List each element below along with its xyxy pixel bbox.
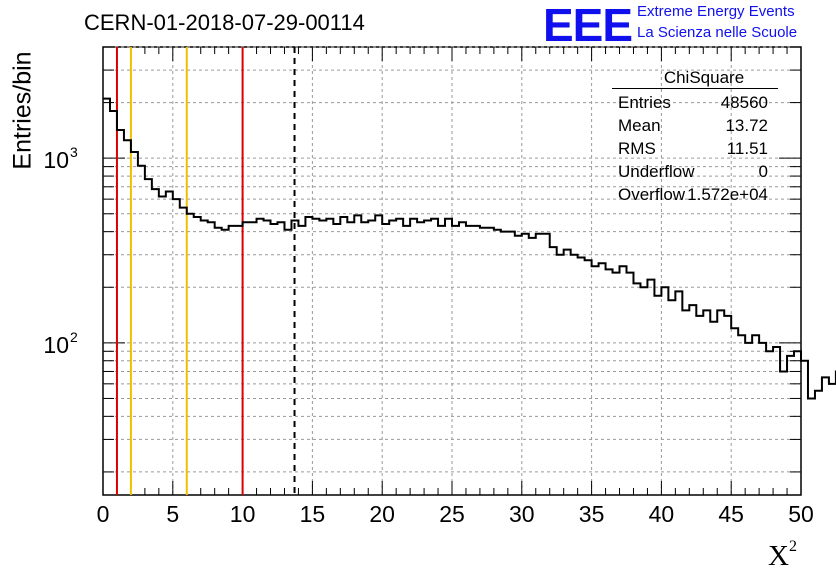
stats-box: ChiSquare Entries 48560 Mean 13.72 RMS 11.5… xyxy=(610,68,780,206)
axis-ticks xyxy=(102,46,802,495)
stats-value: 0 xyxy=(758,162,768,181)
stats-value: 1.572e+04 xyxy=(687,185,768,204)
histogram xyxy=(103,97,836,400)
y-tick-label: 10 xyxy=(43,332,69,358)
stats-key: Underflow xyxy=(618,162,695,181)
x-axis-label-exponent: 2 xyxy=(788,538,797,555)
stats-key: Mean xyxy=(618,116,661,135)
y-axis-label: Entries/bin xyxy=(8,51,37,170)
x-tick-label: 30 xyxy=(509,501,535,527)
stats-row: Underflow 0 xyxy=(610,160,780,183)
logo-subtitle-2: La Scienza nelle Scuole xyxy=(637,24,798,41)
stats-row: Overflow 1.572e+04 xyxy=(610,183,780,206)
x-tick-label: 15 xyxy=(300,501,326,527)
stats-row: Entries 48560 xyxy=(610,91,780,114)
x-tick-label: 45 xyxy=(718,501,744,527)
grid xyxy=(103,46,801,495)
x-tick-label: 25 xyxy=(439,501,465,527)
x-tick-label: 50 xyxy=(788,501,814,527)
x-tick-label: 5 xyxy=(166,501,179,527)
eee-logo: EEE xyxy=(543,0,633,51)
stats-key: Overflow xyxy=(618,185,686,204)
x-tick-label: 20 xyxy=(369,501,395,527)
x-tick-label: 40 xyxy=(649,501,675,527)
x-tick-labels: 0 5 10 15 20 25 30 35 40 45 50 xyxy=(97,501,814,527)
stats-value: 13.72 xyxy=(725,116,768,135)
stats-row: RMS 11.51 xyxy=(610,137,780,160)
stats-key: Entries xyxy=(618,93,671,112)
reference-lines xyxy=(115,47,296,495)
stats-key: RMS xyxy=(618,139,656,158)
x-tick-label: 10 xyxy=(230,501,256,527)
x-tick-label: 35 xyxy=(579,501,605,527)
stats-value: 48560 xyxy=(720,93,768,112)
x-tick-label: 0 xyxy=(97,501,110,527)
y-tick-exponent: 3 xyxy=(70,144,78,160)
x-axis-label: X2 xyxy=(768,538,797,573)
stats-value: 11.51 xyxy=(726,139,768,158)
logo-subtitle-1: Extreme Energy Events xyxy=(637,3,795,20)
chart-title: CERN-01-2018-07-29-00114 xyxy=(84,10,365,35)
stats-row: Mean 13.72 xyxy=(610,114,780,137)
y-tick-exponent: 2 xyxy=(70,329,78,345)
stats-title: ChiSquare xyxy=(663,68,745,87)
y-tick-label: 10 xyxy=(43,147,69,173)
stats-divider xyxy=(612,88,778,89)
x-axis-label-base: X xyxy=(768,540,789,572)
histogram-line xyxy=(103,97,836,400)
